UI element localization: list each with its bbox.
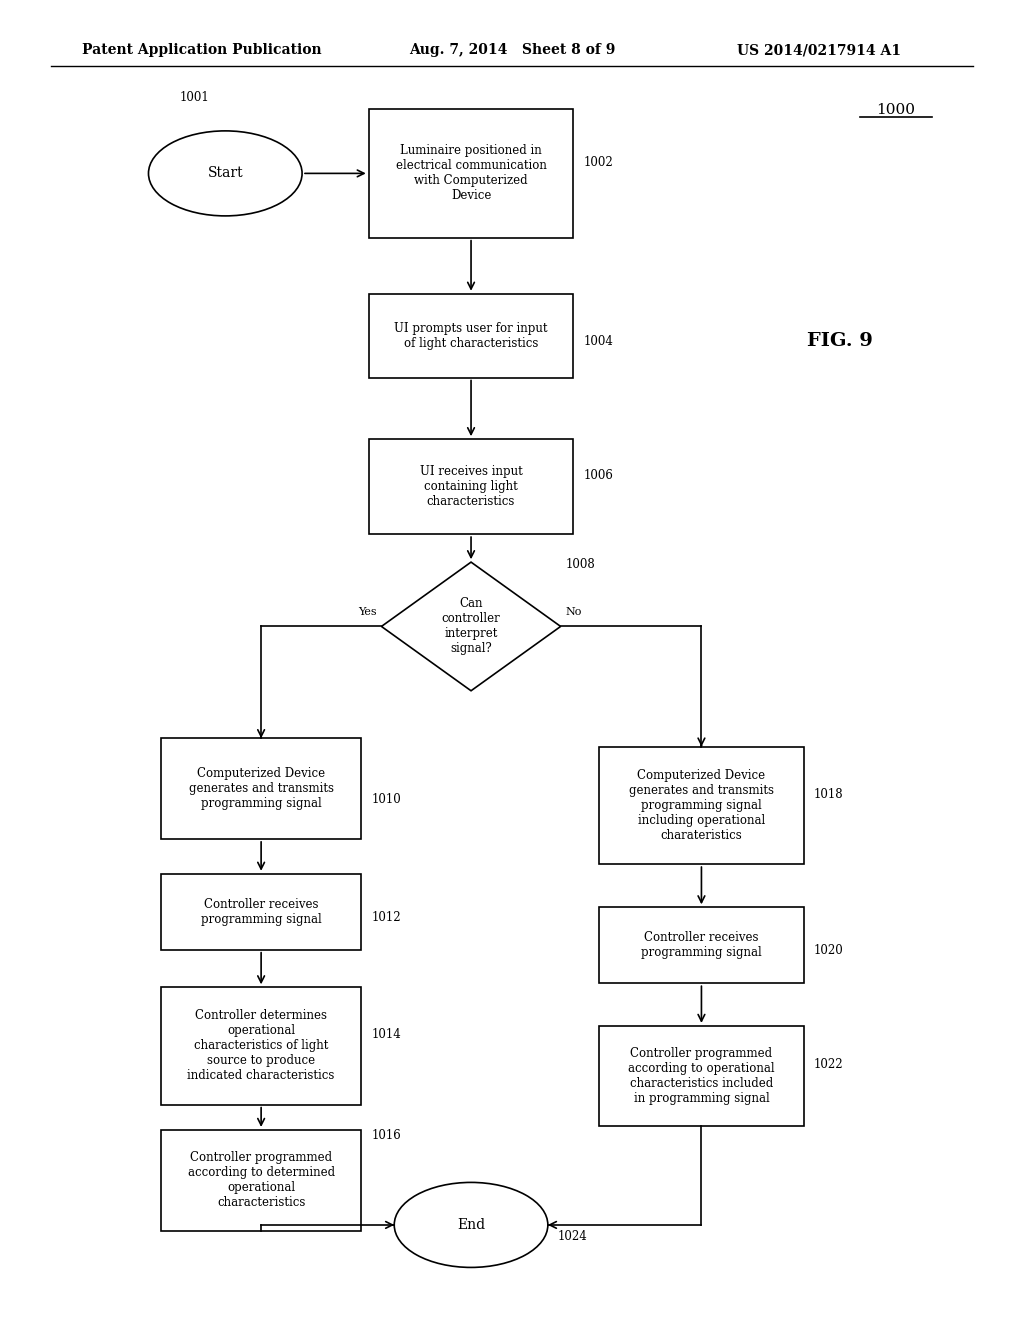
Text: UI receives input
containing light
characteristics: UI receives input containing light chara… bbox=[420, 465, 522, 508]
Text: Aug. 7, 2014   Sheet 8 of 9: Aug. 7, 2014 Sheet 8 of 9 bbox=[410, 44, 616, 57]
Text: Controller determines
operational
characteristics of light
source to produce
ind: Controller determines operational charac… bbox=[187, 1010, 335, 1082]
Text: US 2014/0217914 A1: US 2014/0217914 A1 bbox=[737, 44, 901, 57]
FancyBboxPatch shape bbox=[162, 738, 361, 840]
FancyBboxPatch shape bbox=[369, 440, 573, 535]
Text: 1010: 1010 bbox=[372, 793, 401, 807]
Text: Yes: Yes bbox=[357, 607, 377, 618]
Text: 1001: 1001 bbox=[179, 91, 210, 104]
Text: UI prompts user for input
of light characteristics: UI prompts user for input of light chara… bbox=[394, 322, 548, 350]
Text: Controller receives
programming signal: Controller receives programming signal bbox=[201, 898, 322, 925]
Text: 1008: 1008 bbox=[565, 558, 596, 572]
Polygon shape bbox=[382, 562, 561, 690]
Text: Controller programmed
according to determined
operational
characteristics: Controller programmed according to deter… bbox=[187, 1151, 335, 1209]
FancyBboxPatch shape bbox=[369, 110, 573, 238]
FancyBboxPatch shape bbox=[162, 1130, 361, 1230]
Text: 1022: 1022 bbox=[814, 1059, 844, 1072]
Text: No: No bbox=[565, 607, 582, 618]
Text: Controller programmed
according to operational
characteristics included
in progr: Controller programmed according to opera… bbox=[628, 1047, 775, 1105]
Text: 1004: 1004 bbox=[584, 335, 613, 347]
Text: 1018: 1018 bbox=[814, 788, 844, 801]
Text: 1006: 1006 bbox=[584, 469, 613, 482]
Text: Patent Application Publication: Patent Application Publication bbox=[82, 44, 322, 57]
Text: End: End bbox=[457, 1218, 485, 1232]
Ellipse shape bbox=[394, 1183, 548, 1267]
Text: Computerized Device
generates and transmits
programming signal
including operati: Computerized Device generates and transm… bbox=[629, 770, 774, 842]
Text: 1024: 1024 bbox=[558, 1230, 588, 1242]
Text: Can
controller
interpret
signal?: Can controller interpret signal? bbox=[441, 598, 501, 656]
FancyBboxPatch shape bbox=[599, 747, 804, 865]
Text: 1014: 1014 bbox=[372, 1028, 401, 1041]
Text: Computerized Device
generates and transmits
programming signal: Computerized Device generates and transm… bbox=[188, 767, 334, 810]
Text: 1002: 1002 bbox=[584, 156, 613, 169]
FancyBboxPatch shape bbox=[599, 907, 804, 983]
FancyBboxPatch shape bbox=[599, 1026, 804, 1126]
FancyBboxPatch shape bbox=[369, 293, 573, 378]
Text: 1000: 1000 bbox=[877, 103, 915, 117]
Ellipse shape bbox=[148, 131, 302, 216]
Text: 1016: 1016 bbox=[372, 1129, 401, 1142]
Text: Start: Start bbox=[208, 166, 243, 181]
FancyBboxPatch shape bbox=[162, 987, 361, 1105]
Text: FIG. 9: FIG. 9 bbox=[807, 333, 872, 350]
Text: Controller receives
programming signal: Controller receives programming signal bbox=[641, 931, 762, 960]
Text: 1012: 1012 bbox=[372, 911, 400, 924]
FancyBboxPatch shape bbox=[162, 874, 361, 949]
Text: Luminaire positioned in
electrical communication
with Computerized
Device: Luminaire positioned in electrical commu… bbox=[395, 144, 547, 202]
Text: 1020: 1020 bbox=[814, 944, 844, 957]
